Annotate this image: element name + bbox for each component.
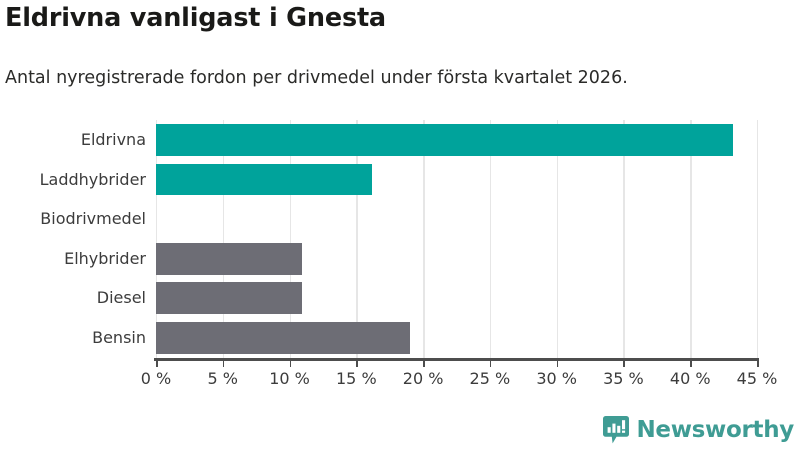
bar-row[interactable] <box>156 278 757 318</box>
gridline <box>556 120 559 358</box>
x-axis-tick <box>423 361 425 367</box>
gridline <box>222 120 225 358</box>
bar[interactable] <box>156 124 733 156</box>
gridline <box>423 120 425 358</box>
y-axis-label: Biodrivmedel <box>40 209 146 229</box>
x-axis-tick-label: 10 % <box>269 369 310 388</box>
x-axis-tick-label: 15 % <box>336 369 377 388</box>
y-axis-label: Elhybrider <box>64 248 146 268</box>
y-axis-labels: Eldrivna Laddhybrider Biodrivmedel Elhybrid… <box>0 120 146 358</box>
bar[interactable] <box>156 163 373 196</box>
bar[interactable] <box>156 322 410 354</box>
y-axis-label: Bensin <box>92 328 146 347</box>
y-axis-label: Laddhybrider <box>39 169 146 189</box>
gridline <box>156 120 158 358</box>
bar-chart-speech-bubble-icon <box>603 416 630 444</box>
gridline <box>690 120 692 358</box>
x-axis-tick-label: 40 % <box>669 369 711 388</box>
x-axis-tick-label: 45 % <box>736 369 778 388</box>
bar-row[interactable] <box>156 239 757 279</box>
bar[interactable] <box>156 242 302 275</box>
y-axis-label: Diesel <box>96 288 146 308</box>
gridline <box>623 120 625 358</box>
x-axis-tick <box>556 361 559 367</box>
x-axis-tick-label: 20 % <box>402 369 444 388</box>
gridline <box>289 120 291 358</box>
x-axis-tick <box>289 361 292 367</box>
x-axis-tick <box>489 361 492 367</box>
x-axis-tick-label: 0 % <box>140 369 172 388</box>
bar-row[interactable] <box>156 318 757 358</box>
bar-row[interactable] <box>156 160 757 200</box>
x-axis-tick <box>623 361 626 367</box>
gridline <box>757 120 759 358</box>
gridlines <box>156 120 759 358</box>
x-axis-tick-label: 25 % <box>469 369 511 388</box>
x-axis-tick <box>156 361 158 367</box>
bar[interactable] <box>156 282 302 315</box>
bar-row[interactable] <box>156 199 757 239</box>
newsworthy-logo: Newsworthy <box>603 416 794 444</box>
x-axis-line <box>154 358 759 361</box>
x-axis-tick <box>356 361 358 367</box>
page-title: Eldrivna vanligast i Gnesta <box>5 3 386 33</box>
x-axis-tick-label: 5 % <box>207 369 238 388</box>
gridline <box>356 120 358 358</box>
x-axis-tick-label: 35 % <box>603 369 644 388</box>
gridline <box>489 120 492 358</box>
bar-row[interactable] <box>156 120 757 160</box>
y-axis-label: Eldrivna <box>80 130 146 149</box>
brand-name: Newsworthy <box>636 416 794 443</box>
x-axis-tick <box>757 361 759 367</box>
bars-layer <box>156 120 757 358</box>
x-axis-tick <box>222 361 225 367</box>
x-axis-tick-label: 30 % <box>536 369 577 388</box>
plot-area <box>156 120 759 358</box>
chart-subtitle: Antal nyregistrerade fordon per drivmede… <box>5 68 628 88</box>
x-axis-tick <box>690 361 692 367</box>
